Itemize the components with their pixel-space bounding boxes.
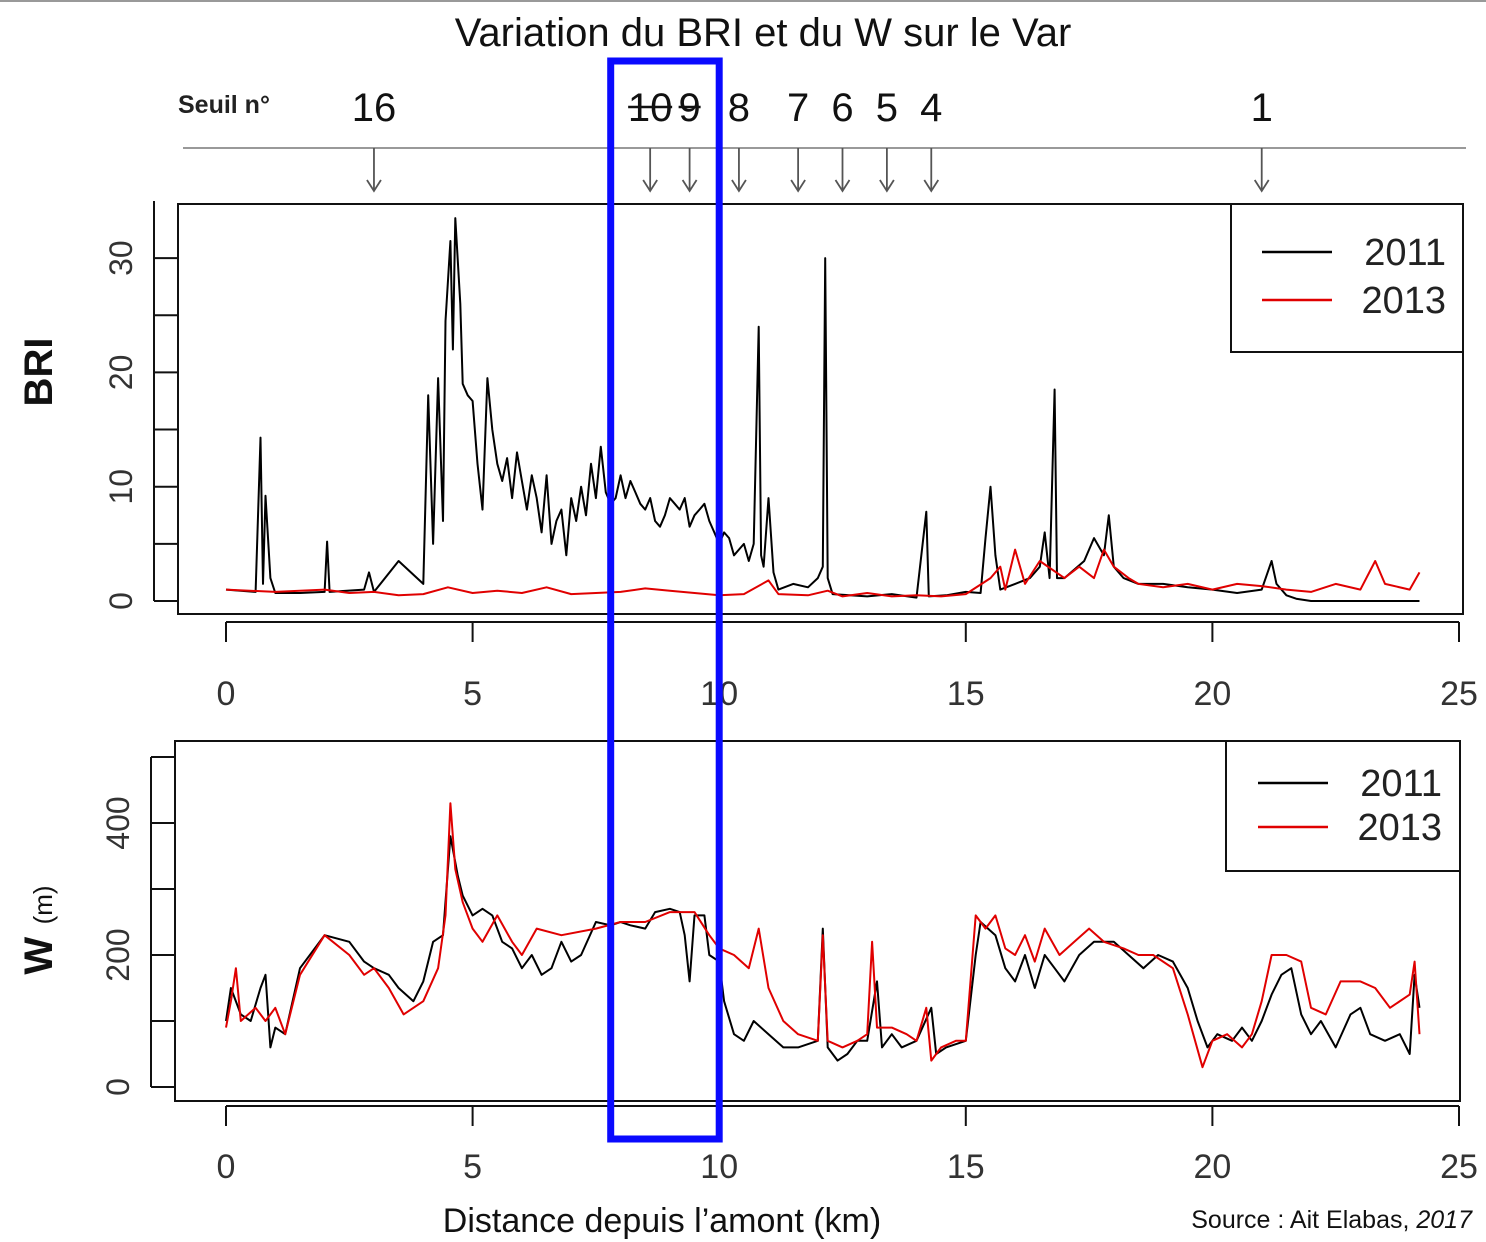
- w-series: [225, 802, 1421, 1069]
- weir-label: 5: [876, 86, 898, 130]
- weir-arrow-head: [681, 179, 698, 193]
- bri-series-2013-line: [225, 548, 1421, 598]
- weir-arrow-head: [790, 179, 806, 193]
- bri-y-label: BRI: [17, 338, 61, 407]
- bri-x-tick-label: 15: [947, 675, 985, 713]
- w-x-tick-label: 20: [1193, 1148, 1231, 1186]
- weir-arrow-head: [879, 179, 895, 193]
- chart-title: Variation du BRI et du W sur le Var: [455, 11, 1072, 55]
- weir-arrow-head: [642, 179, 658, 193]
- w-x-tick-label: 25: [1440, 1148, 1478, 1186]
- bri-panel: 0 10 20 30 0 5 10 15 20 25 BRI 2011 2013: [17, 200, 1478, 713]
- w-legend-label-2011: 2011: [1360, 763, 1442, 805]
- weir-arrow-head: [731, 179, 747, 193]
- weir-label: 7: [787, 86, 809, 130]
- bri-legend-label-2013: 2013: [1361, 280, 1446, 322]
- weir-label: 16: [352, 86, 397, 130]
- w-y-axis: 0 200 400: [100, 756, 175, 1096]
- bri-x-tick-label: 5: [463, 675, 482, 713]
- w-y-tick-label: 200: [100, 928, 136, 981]
- bri-plot-frame: [177, 203, 1464, 615]
- bri-x-tick-label: 0: [217, 675, 236, 713]
- weir-arrow-head: [1253, 179, 1270, 193]
- weir-label: 6: [831, 86, 853, 130]
- bri-y-tick-label: 10: [103, 469, 139, 505]
- w-x-axis: 0 5 10 15 20 25: [217, 1105, 1478, 1186]
- bri-series-2011-line: [225, 217, 1420, 602]
- weir-label: 8: [728, 86, 750, 130]
- weir-arrow-head: [834, 179, 851, 193]
- bri-y-tick-label: 0: [103, 592, 139, 610]
- w-x-tick-label: 15: [947, 1148, 985, 1186]
- w-x-tick-label: 0: [217, 1148, 236, 1186]
- w-y-label-symbol: W: [17, 937, 61, 975]
- source-note: Source : Ait Elabas, 2017: [1191, 1206, 1473, 1234]
- w-series-2013-line: [225, 802, 1421, 1069]
- bri-y-axis: 0 10 20 30: [103, 200, 178, 610]
- w-legend-box: [1225, 740, 1461, 872]
- bri-y-tick-label: 30: [103, 240, 139, 276]
- w-x-tick-label: 10: [700, 1148, 738, 1186]
- bri-legend-box: [1230, 203, 1464, 353]
- weir-arrow-head: [923, 179, 940, 193]
- w-y-label-unit: (m): [28, 885, 58, 924]
- w-plot-frame: [174, 740, 1461, 1102]
- source-year: 2017: [1415, 1206, 1473, 1234]
- x-axis-label: Distance depuis l’amont (km): [443, 1202, 881, 1240]
- w-y-label: W (m): [17, 885, 61, 974]
- bri-y-tick-label: 20: [103, 355, 139, 391]
- w-y-tick-label: 0: [100, 1078, 136, 1096]
- highlight-box: [607, 57, 723, 1143]
- weir-label: 4: [920, 86, 942, 130]
- bri-x-tick-label: 20: [1193, 675, 1231, 713]
- weir-markers: 16 10 9 8 7 6 5 4 1: [352, 86, 1273, 193]
- weir-label: 1: [1251, 86, 1273, 130]
- source-prefix: Source : Ait Elabas,: [1191, 1206, 1416, 1234]
- bri-series: [225, 217, 1421, 602]
- weir-arrow-head: [366, 179, 382, 193]
- w-legend-label-2013: 2013: [1357, 807, 1442, 849]
- bri-x-tick-label: 25: [1440, 675, 1478, 713]
- bri-legend-label-2011: 2011: [1364, 232, 1446, 274]
- bri-x-axis: 0 5 10 15 20 25: [217, 621, 1478, 713]
- w-x-tick-label: 5: [463, 1148, 482, 1186]
- w-y-tick-label: 400: [100, 796, 136, 849]
- weir-header: Seuil n°: [178, 91, 270, 119]
- bri-legend: 2011 2013: [1230, 203, 1464, 353]
